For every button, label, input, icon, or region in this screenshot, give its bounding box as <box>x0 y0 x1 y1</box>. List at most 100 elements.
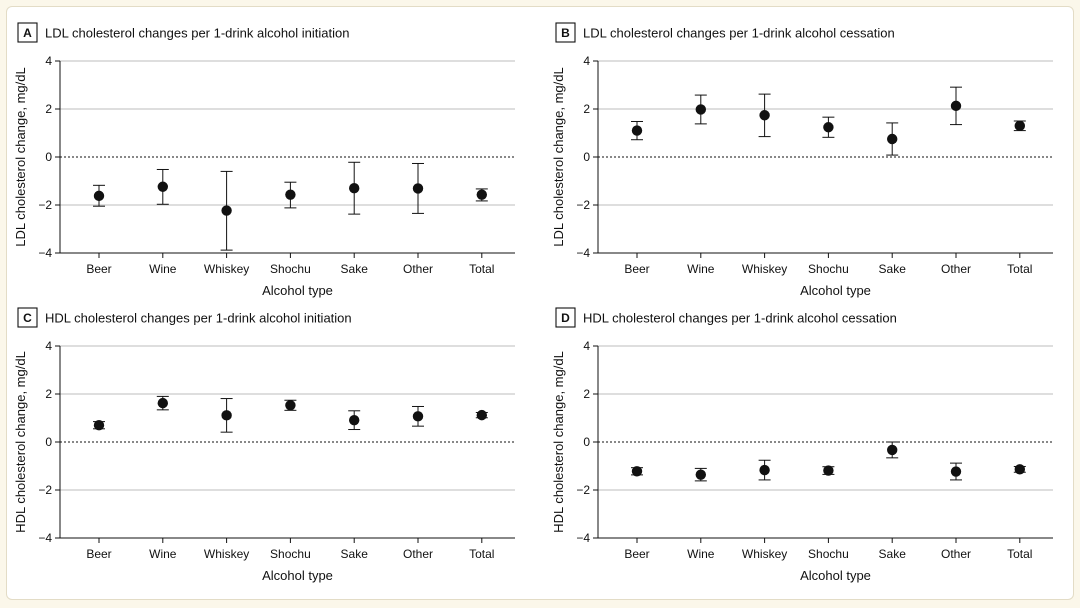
panel-d-letter-box <box>555 307 576 328</box>
panel-c-x-tick-label-whiskey: Whiskey <box>204 547 249 561</box>
panel-b-x-tick-label-wine: Wine <box>687 262 715 276</box>
panel-c-x-tick-label-beer: Beer <box>86 547 111 561</box>
panel-a-x-tick-label-other: Other <box>403 262 433 276</box>
panel-d-y-tick-label: 2 <box>583 387 590 401</box>
panel-c-y-tick-label: 4 <box>45 339 52 353</box>
panel-c-point-shochu <box>285 400 296 411</box>
panel-c-letter: C <box>23 311 32 325</box>
figure: A LDL cholesterol changes per 1-drink alc… <box>6 6 1074 600</box>
panel-a-y-tick-label: −2 <box>38 198 52 212</box>
panel-c-letter-box <box>17 307 38 328</box>
panel-d-x-tick-label-beer: Beer <box>624 547 649 561</box>
panel-c-x-tick-label-total: Total <box>469 547 494 561</box>
panel-d-point-wine <box>695 469 706 480</box>
panel-a-x-axis-label: Alcohol type <box>262 283 333 298</box>
panel-a-title: LDL cholesterol changes per 1-drink alco… <box>45 26 349 41</box>
panel-d-point-sake <box>887 444 898 456</box>
panel-c-y-tick-label: 2 <box>45 387 52 401</box>
panel-b-y-axis-label: LDL cholesterol change, mg/dL <box>551 67 566 246</box>
panel-c-point-other <box>412 411 424 422</box>
panel-d-letter: D <box>561 311 570 325</box>
panel-a-y-tick-label: 0 <box>45 150 52 164</box>
panel-a-point-total <box>476 189 487 200</box>
panel-b-letter-box <box>555 22 576 43</box>
panel-b-x-axis-label: Alcohol type <box>800 283 871 298</box>
panel-b-y-tick-label: −4 <box>576 246 590 260</box>
panel-b-y-tick-label: 0 <box>583 150 590 164</box>
panel-a-letter: A <box>23 26 32 40</box>
panel-b-point-total <box>1014 120 1025 131</box>
panel-a-point-beer <box>93 190 105 202</box>
panel-b-y-tick-label: 4 <box>583 54 590 68</box>
panel-a-point-whiskey <box>221 205 232 216</box>
chart-figure: A LDL cholesterol changes per 1-drink alc… <box>13 22 1053 583</box>
panel-a-x-tick-label-whiskey: Whiskey <box>204 262 249 276</box>
panel-b-x-tick-label-shochu: Shochu <box>808 262 849 276</box>
panel-d-x-tick-label-total: Total <box>1007 547 1032 561</box>
panel-a-x-tick-label-shochu: Shochu <box>270 262 311 276</box>
panel-c: C HDL cholesterol changes per 1-drink alc… <box>13 307 515 583</box>
panel-b-y-tick-label: 2 <box>583 102 590 116</box>
panel-d-x-tick-label-other: Other <box>941 547 971 561</box>
panel-d-x-axis-label: Alcohol type <box>800 568 871 583</box>
panel-c-x-tick-label-other: Other <box>403 547 433 561</box>
panel-d-y-tick-label: 0 <box>583 435 590 449</box>
panel-d-x-tick-label-wine: Wine <box>687 547 715 561</box>
panel-c-point-sake <box>349 414 360 426</box>
panel-d-y-tick-label: −2 <box>576 483 590 497</box>
panel-c-x-tick-label-shochu: Shochu <box>270 547 311 561</box>
panel-a-point-shochu <box>285 189 296 200</box>
panel-a-y-tick-label: 4 <box>45 54 52 68</box>
panel-a-point-other <box>412 183 424 194</box>
panel-c-point-total <box>476 409 487 421</box>
panel-c-y-axis-label: HDL cholesterol change, mg/dL <box>13 351 28 533</box>
panel-d-point-whiskey <box>759 464 770 476</box>
panel-d-y-tick-label: 4 <box>583 339 590 353</box>
panel-b-point-beer <box>631 125 643 136</box>
panel-d-x-tick-label-shochu: Shochu <box>808 547 849 561</box>
panel-c-y-tick-label: −4 <box>38 531 52 545</box>
panel-a-y-axis-label: LDL cholesterol change, mg/dL <box>13 67 28 246</box>
panel-b-x-tick-label-other: Other <box>941 262 971 276</box>
panel-a-letter-box <box>17 22 38 43</box>
panel-d-point-shochu <box>823 465 834 476</box>
panel-c-point-whiskey <box>221 410 232 421</box>
panel-d-x-tick-label-whiskey: Whiskey <box>742 547 787 561</box>
panel-b-point-whiskey <box>759 110 770 121</box>
panel-d-x-tick-label-sake: Sake <box>879 547 907 561</box>
panel-d: D HDL cholesterol changes per 1-drink alc… <box>551 307 1053 583</box>
panel-d-y-axis-label: HDL cholesterol change, mg/dL <box>551 351 566 533</box>
panel-d-point-other <box>950 466 962 477</box>
panel-b-x-tick-label-beer: Beer <box>624 262 649 276</box>
panel-b-x-tick-label-whiskey: Whiskey <box>742 262 787 276</box>
panel-d-point-total <box>1014 464 1025 475</box>
panel-a-y-tick-label: −4 <box>38 246 52 260</box>
panel-b-title: LDL cholesterol changes per 1-drink alco… <box>583 26 895 41</box>
panel-a-x-tick-label-sake: Sake <box>341 262 369 276</box>
panel-a-point-sake <box>349 183 360 194</box>
panel-b-y-tick-label: −2 <box>576 198 590 212</box>
panel-d-title: HDL cholesterol changes per 1-drink alco… <box>583 311 897 326</box>
panel-c-title: HDL cholesterol changes per 1-drink alco… <box>45 311 352 326</box>
panel-b-x-tick-label-total: Total <box>1007 262 1032 276</box>
panel-c-x-axis-label: Alcohol type <box>262 568 333 583</box>
panel-b-point-sake <box>887 133 898 145</box>
panel-a-x-tick-label-total: Total <box>469 262 494 276</box>
panel-a-x-tick-label-wine: Wine <box>149 262 177 276</box>
panel-a-point-wine <box>157 181 168 192</box>
panel-d-point-beer <box>631 466 643 477</box>
panel-c-x-tick-label-wine: Wine <box>149 547 177 561</box>
panel-a-y-tick-label: 2 <box>45 102 52 116</box>
panel-a: A LDL cholesterol changes per 1-drink alc… <box>13 22 515 298</box>
panel-b-x-tick-label-sake: Sake <box>879 262 907 276</box>
panel-b: B LDL cholesterol changes per 1-drink alc… <box>551 22 1053 298</box>
panel-c-point-beer <box>93 420 105 431</box>
panel-c-y-tick-label: −2 <box>38 483 52 497</box>
panel-c-x-tick-label-sake: Sake <box>341 547 369 561</box>
panel-a-x-tick-label-beer: Beer <box>86 262 111 276</box>
panel-b-point-other <box>950 100 962 112</box>
panel-c-y-tick-label: 0 <box>45 435 52 449</box>
panel-c-point-wine <box>157 397 168 409</box>
panel-b-point-wine <box>695 104 706 115</box>
panel-d-y-tick-label: −4 <box>576 531 590 545</box>
